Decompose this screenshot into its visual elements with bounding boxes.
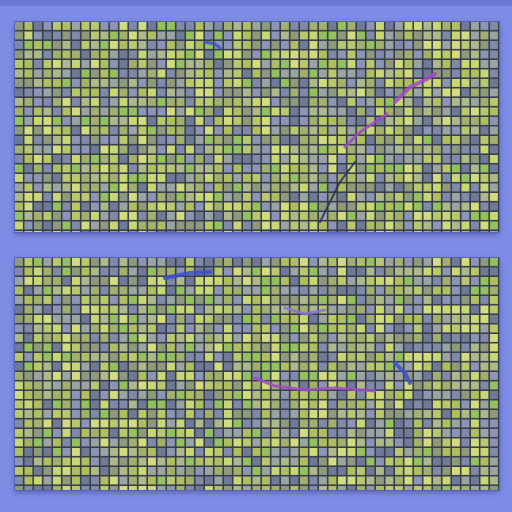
top-grid-panel xyxy=(15,22,499,232)
grid-cells xyxy=(15,258,498,490)
decorative-stroke xyxy=(163,270,212,280)
top-grid-image xyxy=(15,22,499,232)
decorative-stroke xyxy=(343,112,389,149)
decorative-stroke xyxy=(319,161,356,223)
decorative-stroke xyxy=(203,40,222,50)
decorative-stroke xyxy=(393,361,412,385)
decorative-stroke xyxy=(283,306,327,316)
grid-cells xyxy=(15,22,498,232)
bottom-grid-image xyxy=(15,258,499,490)
decorative-stroke xyxy=(393,72,437,104)
top-edge-bar xyxy=(0,0,512,6)
decorative-stroke xyxy=(253,376,377,393)
bottom-grid-panel xyxy=(15,258,499,490)
